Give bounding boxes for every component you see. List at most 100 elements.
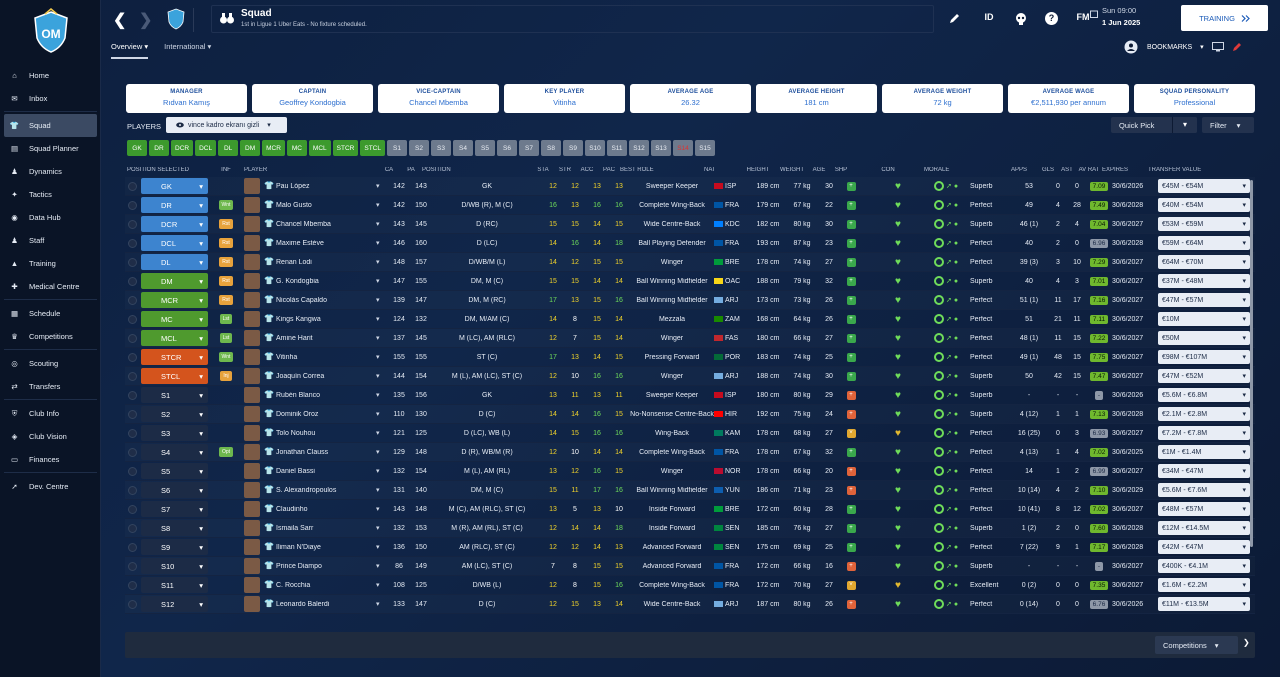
column-header-ast[interactable]: AST xyxy=(1061,167,1073,173)
transfer-value[interactable]: €1M - €1.4M ▾ xyxy=(1158,445,1250,459)
transfer-value[interactable]: €64M - €70M ▾ xyxy=(1158,255,1250,269)
table-row[interactable]: S10 ▾ 👕 Prince Diampo ▾ 86 149 AM (LC), ST (C) 7… xyxy=(125,557,1255,576)
quick-pick-chevron-icon[interactable]: ▾ xyxy=(1172,117,1197,133)
nationality[interactable]: FRA xyxy=(714,240,750,247)
info-badge[interactable]: Opt xyxy=(218,447,234,457)
position-selected-dropdown[interactable]: MCL ▾ xyxy=(141,330,208,346)
table-row[interactable]: DR ▾ Wnt 👕 Malo Gusto ▾ 142 150 D/WB (R), M (C) 1… xyxy=(125,196,1255,215)
transfer-value[interactable]: €47M - €52M ▾ xyxy=(1158,369,1250,383)
transfer-value[interactable]: €5.6M - €6.8M ▾ xyxy=(1158,388,1250,402)
sidebar-item-dynamics[interactable]: ♟ Dynamics xyxy=(0,160,101,183)
nationality[interactable]: SEN xyxy=(714,544,750,551)
game-date[interactable]: Sun 09:00 1 Jun 2025 xyxy=(1102,6,1172,27)
player-name[interactable]: Tolo Nouhou xyxy=(276,429,316,437)
forward-button[interactable]: ❯ xyxy=(139,12,153,29)
position-chip-s12[interactable]: S12 xyxy=(628,140,649,156)
column-header-shp[interactable]: SHP xyxy=(834,167,848,173)
info-card-vice-captain[interactable]: VICE-CAPTAIN Chancel Mbemba xyxy=(378,84,499,113)
position-chip-s15[interactable]: S15 xyxy=(694,140,715,156)
player-face[interactable] xyxy=(244,387,260,403)
table-scrollbar[interactable] xyxy=(1250,180,1253,547)
position-chip-dl[interactable]: DL xyxy=(218,140,239,156)
sidebar-item-inbox[interactable]: ✉ Inbox xyxy=(0,87,101,110)
position-selected-dropdown[interactable]: STCR ▾ xyxy=(141,349,208,365)
row-select-checkbox[interactable] xyxy=(125,561,139,571)
chevron-right-icon[interactable]: ❯ xyxy=(1243,638,1250,647)
competitions-dropdown[interactable]: Competitions ▾ xyxy=(1155,636,1238,654)
player-face[interactable] xyxy=(244,254,260,270)
player-face[interactable] xyxy=(244,216,260,232)
nationality[interactable]: FRA xyxy=(714,202,750,209)
table-row[interactable]: MCR ▾ Rst 👕 Nicolás Capaldo ▾ 139 147 DM, M (RC)… xyxy=(125,291,1255,310)
player-face[interactable] xyxy=(244,501,260,517)
position-chip-s3[interactable]: S3 xyxy=(430,140,451,156)
table-row[interactable]: MCL ▾ Lst 👕 Amine Harit ▾ 137 145 M (LC), AM (RL… xyxy=(125,329,1255,348)
row-select-checkbox[interactable] xyxy=(125,238,139,248)
info-badge[interactable]: Inj xyxy=(220,371,232,381)
transfer-value[interactable]: €47M - €57M ▾ xyxy=(1158,293,1250,307)
sidebar-item-dev-centre[interactable]: ➚ Dev. Centre xyxy=(0,475,101,498)
position-selected-dropdown[interactable]: DR ▾ xyxy=(141,197,208,213)
player-name[interactable]: Rubén Blanco xyxy=(276,391,320,399)
position-chip-mcr[interactable]: MCR xyxy=(262,140,285,156)
position-chip-s11[interactable]: S11 xyxy=(606,140,627,156)
table-row[interactable]: S3 ▾ 👕 Tolo Nouhou ▾ 121 125 D (LC), WB (L) 14 15… xyxy=(125,424,1255,443)
info-card-average-height[interactable]: AVERAGE HEIGHT 181 cm xyxy=(756,84,877,113)
position-selected-dropdown[interactable]: DCR ▾ xyxy=(141,216,208,232)
transfer-value[interactable]: €34M - €47M ▾ xyxy=(1158,464,1250,478)
column-header-gls[interactable]: GLS xyxy=(1041,167,1054,173)
transfer-value[interactable]: €45M - €54M ▾ xyxy=(1158,179,1250,193)
player-face[interactable] xyxy=(244,311,260,327)
player-face[interactable] xyxy=(244,292,260,308)
sidebar-item-tactics[interactable]: ✦ Tactics xyxy=(0,183,101,206)
player-name[interactable]: Ismaila Sarr xyxy=(276,524,314,532)
transfer-value[interactable]: €2.1M - €2.8M ▾ xyxy=(1158,407,1250,421)
manager-avatar-icon[interactable] xyxy=(1123,40,1139,54)
player-name[interactable]: Renan Lodi xyxy=(276,258,312,266)
position-chip-s8[interactable]: S8 xyxy=(540,140,561,156)
player-face[interactable] xyxy=(244,520,260,536)
sidebar-item-squad[interactable]: 👕 Squad xyxy=(4,114,97,137)
position-chip-s10[interactable]: S10 xyxy=(584,140,605,156)
sidebar-item-transfers[interactable]: ⇄ Transfers xyxy=(0,375,101,398)
player-face[interactable] xyxy=(244,178,260,194)
player-face[interactable] xyxy=(244,577,260,593)
info-badge[interactable]: Wnt xyxy=(218,200,234,210)
transfer-value[interactable]: €5.6M - €7.6M ▾ xyxy=(1158,483,1250,497)
player-menu-chevron-icon[interactable]: ▾ xyxy=(376,411,380,418)
info-badge[interactable]: Lst xyxy=(219,333,233,343)
player-menu-chevron-icon[interactable]: ▾ xyxy=(376,506,380,513)
position-selected-dropdown[interactable]: S11 ▾ xyxy=(141,577,208,593)
player-menu-chevron-icon[interactable]: ▾ xyxy=(376,601,380,608)
position-chip-s7[interactable]: S7 xyxy=(518,140,539,156)
row-select-checkbox[interactable] xyxy=(125,504,139,514)
position-chip-s6[interactable]: S6 xyxy=(496,140,517,156)
nationality[interactable]: FRA xyxy=(714,563,750,570)
position-chip-s4[interactable]: S4 xyxy=(452,140,473,156)
row-select-checkbox[interactable] xyxy=(125,580,139,590)
info-card-manager[interactable]: MANAGER Rıdvan Kamış xyxy=(126,84,247,113)
position-chip-stcr[interactable]: STCR xyxy=(332,140,359,156)
player-menu-chevron-icon[interactable]: ▾ xyxy=(376,487,380,494)
row-select-checkbox[interactable] xyxy=(125,390,139,400)
player-face[interactable] xyxy=(244,330,260,346)
player-menu-chevron-icon[interactable]: ▾ xyxy=(376,221,380,228)
position-selected-dropdown[interactable]: DCL ▾ xyxy=(141,235,208,251)
sidebar-item-scouting[interactable]: ◎ Scouting xyxy=(0,352,101,375)
table-row[interactable]: S11 ▾ 👕 C. Rocchia ▾ 108 125 D/WB (L) 12 8 15 16 Com… xyxy=(125,576,1255,595)
player-menu-chevron-icon[interactable]: ▾ xyxy=(376,354,380,361)
filter-button[interactable]: Filter ▾ xyxy=(1202,117,1254,133)
nationality[interactable]: KAM xyxy=(714,430,750,437)
club-badge-icon[interactable]: OM xyxy=(31,8,71,54)
sidebar-item-medical-centre[interactable]: ✚ Medical Centre xyxy=(0,275,101,298)
nationality[interactable]: OAC xyxy=(714,278,750,285)
row-select-checkbox[interactable] xyxy=(125,466,139,476)
player-menu-chevron-icon[interactable]: ▾ xyxy=(376,316,380,323)
column-header-inf[interactable]: INF xyxy=(221,167,231,173)
position-chip-s2[interactable]: S2 xyxy=(408,140,429,156)
tab-international[interactable]: International ▾ xyxy=(164,42,212,51)
column-header-pac[interactable]: PAC xyxy=(603,167,615,173)
player-name[interactable]: Claudinho xyxy=(276,505,308,513)
position-chip-s9[interactable]: S9 xyxy=(562,140,583,156)
sidebar-item-club-vision[interactable]: ◈ Club Vision xyxy=(0,425,101,448)
